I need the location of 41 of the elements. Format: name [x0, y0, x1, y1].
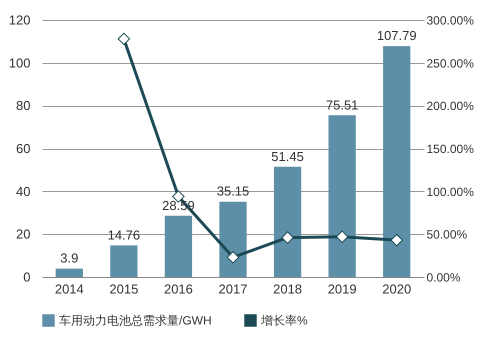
bar: [383, 46, 410, 277]
y-tick-label: 20: [16, 226, 30, 242]
data-label: 35.15: [216, 184, 250, 199]
x-tick-label: 2017: [218, 282, 248, 296]
x-tick-label: 2014: [54, 282, 84, 296]
y-tick-label: 40: [16, 184, 30, 199]
y2-tick-label: 100.00%: [426, 184, 474, 199]
legend-label: 车用动力电池总需求量/GWH: [59, 314, 212, 328]
data-label: 107.79: [376, 28, 417, 44]
y2-tick-label: 300.00%: [426, 14, 474, 28]
point: [336, 230, 348, 243]
point: [281, 231, 294, 244]
y-tick-label: 80: [16, 98, 30, 114]
x-tick-label: 2019: [328, 282, 357, 296]
point: [226, 251, 240, 264]
y2-tick-label: 0.00%: [426, 270, 461, 284]
legend-label: 增长率%: [260, 314, 308, 328]
y2-tick-label: 200.00%: [426, 99, 474, 114]
y-tick-label: 60: [16, 141, 30, 156]
bar: [219, 202, 247, 277]
data-label: 75.51: [326, 97, 358, 112]
bar: [274, 166, 302, 277]
y2-tick-label: 150.00%: [426, 142, 474, 156]
bar: [328, 115, 356, 277]
data-label: 3.9: [60, 250, 78, 266]
y2-tick-label: 250.00%: [426, 56, 474, 70]
x-tick-label: 2015: [109, 282, 138, 296]
y-tick-label: 120: [8, 12, 30, 28]
x-tick-label: 2020: [382, 282, 412, 296]
bar: [56, 268, 83, 277]
y-tick-label: 100: [8, 55, 30, 70]
point: [390, 234, 403, 246]
y2-tick-label: 50.00%: [426, 228, 468, 242]
bar: [164, 216, 192, 277]
point: [118, 32, 130, 46]
bar: [110, 245, 138, 277]
data-label: 51.45: [271, 148, 304, 164]
x-tick-label: 2018: [273, 282, 302, 296]
data-label: 14.76: [108, 227, 140, 242]
y-tick-label: 0: [23, 270, 30, 284]
x-tick-label: 2016: [164, 282, 193, 296]
